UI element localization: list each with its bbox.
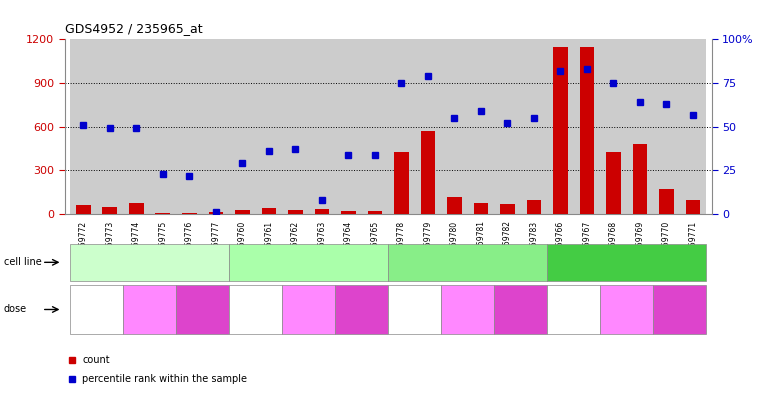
Bar (574, 39, 600, 214)
Bar (176, 39, 202, 214)
Text: PC3: PC3 (457, 257, 479, 267)
Text: VCAP: VCAP (612, 257, 642, 267)
Bar (500, 204, 514, 214)
Bar (341, 211, 355, 214)
Bar (361, 39, 388, 214)
Text: NCIH660: NCIH660 (284, 257, 333, 267)
Bar (209, 212, 223, 214)
Bar (70, 39, 97, 214)
Bar (468, 39, 494, 214)
Bar (627, 39, 653, 214)
Bar (421, 131, 435, 214)
Text: dose: dose (4, 305, 27, 314)
Bar (547, 39, 574, 214)
Bar (229, 39, 256, 214)
Bar (680, 39, 706, 214)
Bar (97, 39, 123, 214)
Text: 10 uM: 10 uM (508, 305, 533, 314)
Bar (202, 39, 229, 214)
Bar (288, 210, 303, 214)
Bar (235, 210, 250, 214)
Bar (580, 47, 594, 214)
Bar (600, 39, 627, 214)
Text: percentile rank within the sample: percentile rank within the sample (82, 374, 247, 384)
Bar (256, 39, 282, 214)
Text: LNCAP: LNCAP (131, 257, 168, 267)
Bar (262, 208, 276, 214)
Bar (527, 200, 541, 214)
Text: 10 uM: 10 uM (189, 305, 215, 314)
Bar (314, 209, 329, 214)
Bar (123, 39, 149, 214)
Bar (182, 213, 196, 214)
Bar (659, 189, 673, 214)
Bar (388, 39, 415, 214)
Bar (76, 206, 91, 214)
Bar (553, 47, 568, 214)
Bar (282, 39, 308, 214)
Bar (368, 211, 382, 214)
Bar (394, 152, 409, 214)
Bar (447, 196, 462, 214)
Bar (494, 39, 521, 214)
Text: 10 uM: 10 uM (667, 305, 693, 314)
Text: count: count (82, 354, 110, 365)
Text: 0.5 uM: 0.5 uM (454, 305, 482, 314)
Bar (441, 39, 468, 214)
Bar (308, 39, 335, 214)
Text: control: control (241, 305, 270, 314)
Bar (653, 39, 680, 214)
Bar (632, 144, 648, 214)
Text: control: control (400, 305, 429, 314)
Text: 0.5 uM: 0.5 uM (135, 305, 164, 314)
Bar (129, 202, 144, 214)
Text: 0.5 uM: 0.5 uM (613, 305, 641, 314)
Text: 10 uM: 10 uM (349, 305, 374, 314)
Bar (607, 152, 621, 214)
Bar (155, 213, 170, 214)
Text: control: control (559, 305, 588, 314)
Bar (103, 207, 117, 214)
Bar (521, 39, 547, 214)
Text: cell line: cell line (4, 257, 42, 267)
Text: GDS4952 / 235965_at: GDS4952 / 235965_at (65, 22, 202, 35)
Bar (415, 39, 441, 214)
Bar (149, 39, 176, 214)
Bar (686, 200, 700, 214)
Bar (335, 39, 361, 214)
Text: control: control (82, 305, 111, 314)
Text: 0.5 uM: 0.5 uM (295, 305, 323, 314)
Bar (473, 202, 489, 214)
